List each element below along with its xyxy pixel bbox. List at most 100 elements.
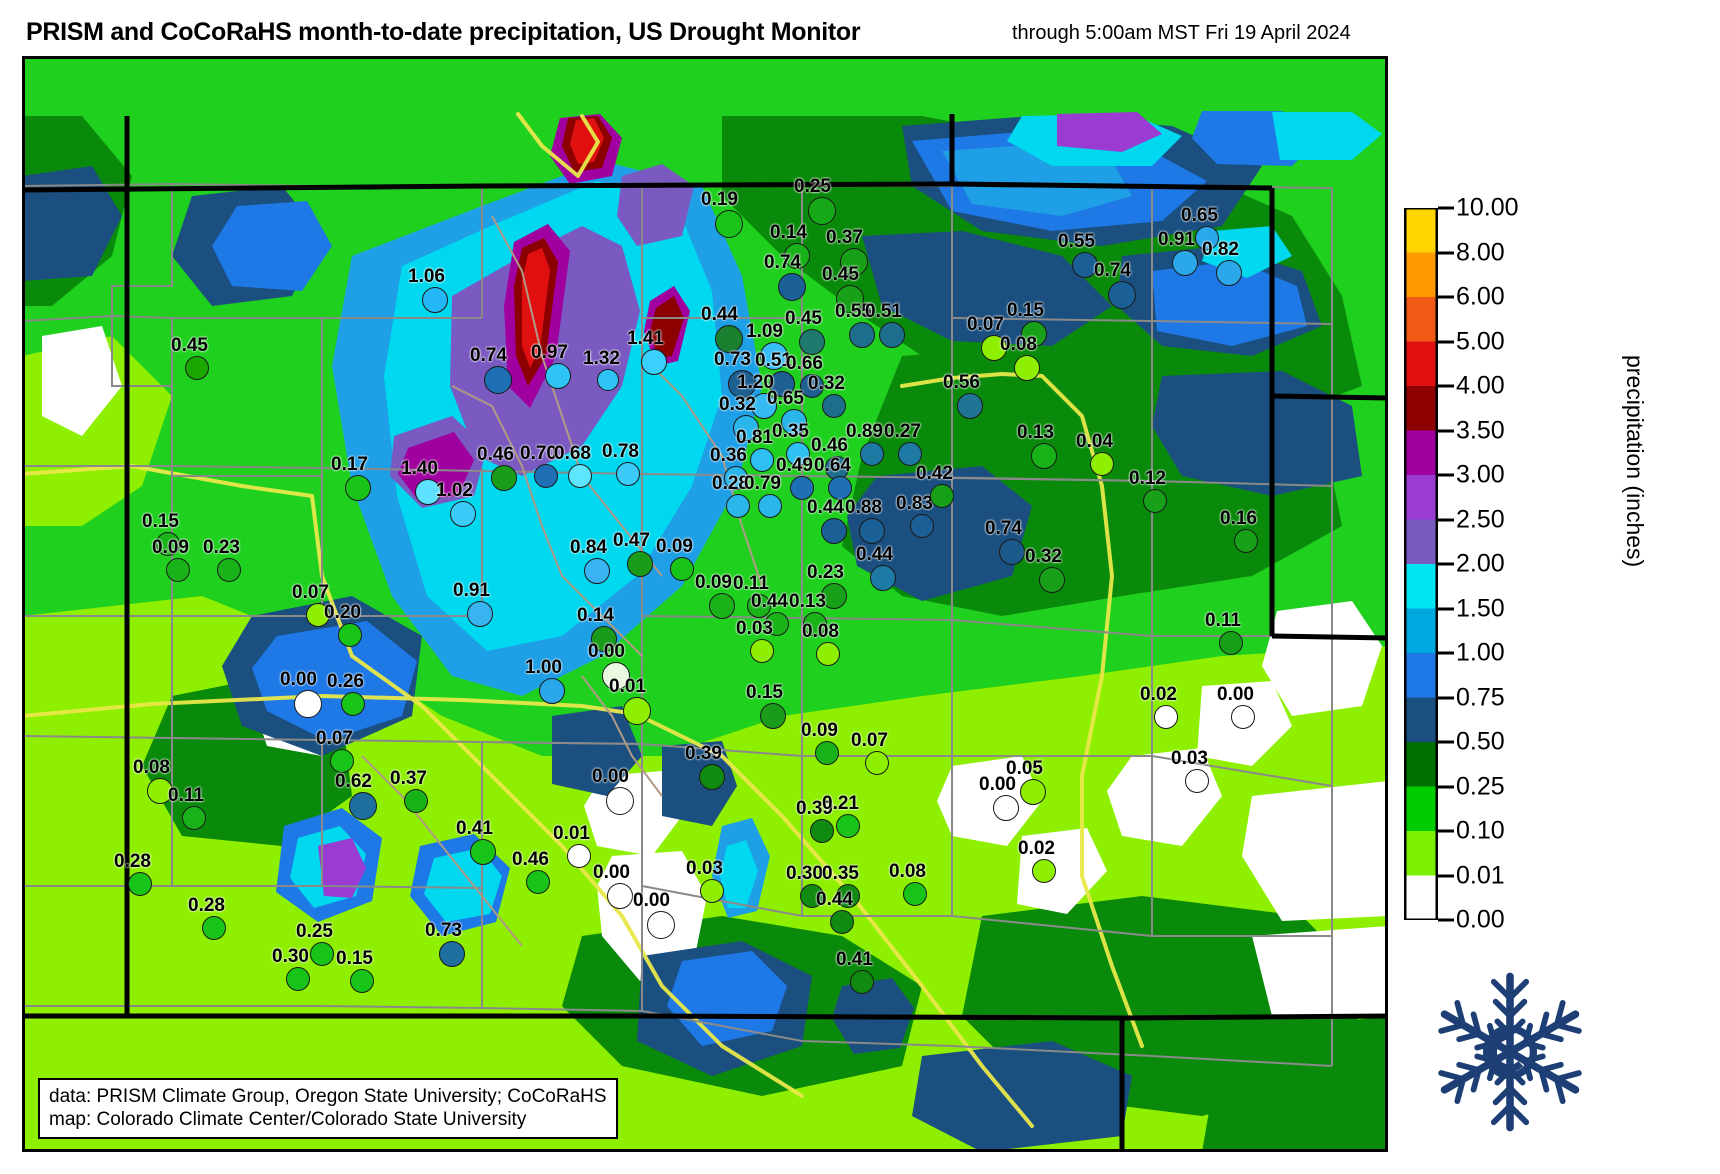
colorbar-tick-label: 0.00 xyxy=(1456,905,1505,934)
station-dot xyxy=(781,409,807,435)
station-dot xyxy=(1031,443,1057,469)
station-dot xyxy=(751,393,777,419)
station-value-label: 0.28 xyxy=(114,851,151,872)
station-dot xyxy=(750,639,774,663)
colorbar-tick xyxy=(1438,206,1454,210)
station-value-label: 0.00 xyxy=(280,669,317,690)
station-dot xyxy=(816,642,840,666)
station-dot xyxy=(286,967,310,991)
station-dot xyxy=(415,479,441,505)
station-dot xyxy=(1072,252,1098,278)
station-value-label: 0.30 xyxy=(272,946,309,967)
station-dot xyxy=(836,285,864,313)
station-dot xyxy=(616,462,640,486)
colorbar-band xyxy=(1405,297,1437,343)
station-dot xyxy=(450,501,476,527)
station-dot xyxy=(467,601,493,627)
station-dot xyxy=(470,839,496,865)
station-dot xyxy=(715,210,743,238)
station-value-label: 0.14 xyxy=(577,605,614,626)
station-dot xyxy=(1216,260,1242,286)
colorbar-tick xyxy=(1438,740,1454,744)
station-value-label: 0.23 xyxy=(807,562,844,583)
colorbar-band xyxy=(1405,386,1437,432)
station-value-label: 0.74 xyxy=(764,252,801,273)
station-dot xyxy=(784,243,810,269)
station-value-label: 0.44 xyxy=(816,889,853,910)
colorbar-tick xyxy=(1438,651,1454,655)
station-value-label: 0.62 xyxy=(335,771,372,792)
station-value-label: 0.55 xyxy=(835,301,872,322)
station-dot xyxy=(670,557,694,581)
valid-time-subtitle: through 5:00am MST Fri 19 April 2024 xyxy=(1012,22,1351,44)
colorbar-band xyxy=(1405,697,1437,743)
station-dot xyxy=(800,884,824,908)
station-value-label: 0.74 xyxy=(1094,260,1131,281)
station-value-label: 0.13 xyxy=(1017,422,1054,443)
station-dot xyxy=(128,872,152,896)
station-value-label: 0.41 xyxy=(836,949,873,970)
station-value-label: 0.66 xyxy=(786,353,823,374)
colorbar-tick-label: 0.75 xyxy=(1456,683,1505,711)
station-value-label: 0.00 xyxy=(1217,684,1254,705)
station-dot xyxy=(597,369,619,391)
colorbar-band xyxy=(1405,786,1437,832)
station-dot xyxy=(567,844,591,868)
colorbar-band xyxy=(1405,564,1437,610)
station-dot xyxy=(1014,355,1040,381)
station-value-label: 0.03 xyxy=(736,618,773,639)
station-dot xyxy=(760,703,786,729)
station-dot xyxy=(439,941,465,967)
station-dot xyxy=(534,464,558,488)
colorbar-band xyxy=(1405,341,1437,387)
station-dot xyxy=(627,551,653,577)
station-dot xyxy=(778,273,806,301)
station-dot xyxy=(1090,452,1114,476)
colorbar-band xyxy=(1405,608,1437,654)
station-dot xyxy=(999,539,1025,565)
station-value-label: 0.79 xyxy=(744,473,781,494)
station-dot xyxy=(584,558,610,584)
station-value-label: 0.37 xyxy=(390,768,427,789)
precipitation-map[interactable]: 1.06 0.45 0.74 0.97 1.32 1.41 0.19 0.25 0.37 0.14… xyxy=(22,56,1388,1152)
station-dot xyxy=(898,442,922,466)
station-value-label: 0.83 xyxy=(896,493,933,514)
colorbar-band xyxy=(1405,519,1437,565)
map-raster xyxy=(22,56,1388,1152)
station-value-label: 0.15 xyxy=(1007,300,1044,321)
station-value-label: 0.09 xyxy=(152,537,189,558)
colorbar-band xyxy=(1405,252,1437,298)
station-value-label: 0.65 xyxy=(767,388,804,409)
station-dot xyxy=(849,322,875,348)
station-dot xyxy=(591,626,617,652)
colorbar-band xyxy=(1405,831,1437,877)
station-dot xyxy=(808,197,836,225)
station-value-label: 0.07 xyxy=(851,730,888,751)
colorbar-tick-label: 0.50 xyxy=(1456,727,1505,756)
station-dot xyxy=(404,789,428,813)
colorbar-tick xyxy=(1438,785,1454,788)
station-dot xyxy=(765,612,789,636)
station-dot xyxy=(815,741,839,765)
station-dot xyxy=(810,819,834,843)
station-value-label: 0.14 xyxy=(770,222,807,243)
colorbar-tick-label: 1.50 xyxy=(1456,594,1505,622)
station-dot xyxy=(1231,705,1255,729)
station-dot xyxy=(1032,859,1056,883)
station-value-label: 0.08 xyxy=(889,861,926,882)
colorbar-band xyxy=(1405,430,1437,476)
station-dot xyxy=(715,325,743,353)
station-dot xyxy=(1143,489,1167,513)
station-value-label: 0.13 xyxy=(789,591,826,612)
colorbar-tick xyxy=(1438,429,1454,432)
colorbar-legend: 10.00 8.00 6.00 5.00 4.00 3.50 3.00 2.50 2.00 1.5… xyxy=(1398,180,1720,934)
station-value-label: 0.09 xyxy=(695,572,732,593)
station-dot xyxy=(1185,769,1209,793)
station-value-label: 0.44 xyxy=(701,304,738,325)
station-value-label: 0.11 xyxy=(1205,610,1241,631)
station-value-label: 0.28 xyxy=(188,895,225,916)
station-dot xyxy=(800,374,824,398)
colorbar-band xyxy=(1405,742,1437,788)
station-dot xyxy=(859,518,885,544)
station-dot xyxy=(1195,226,1219,250)
